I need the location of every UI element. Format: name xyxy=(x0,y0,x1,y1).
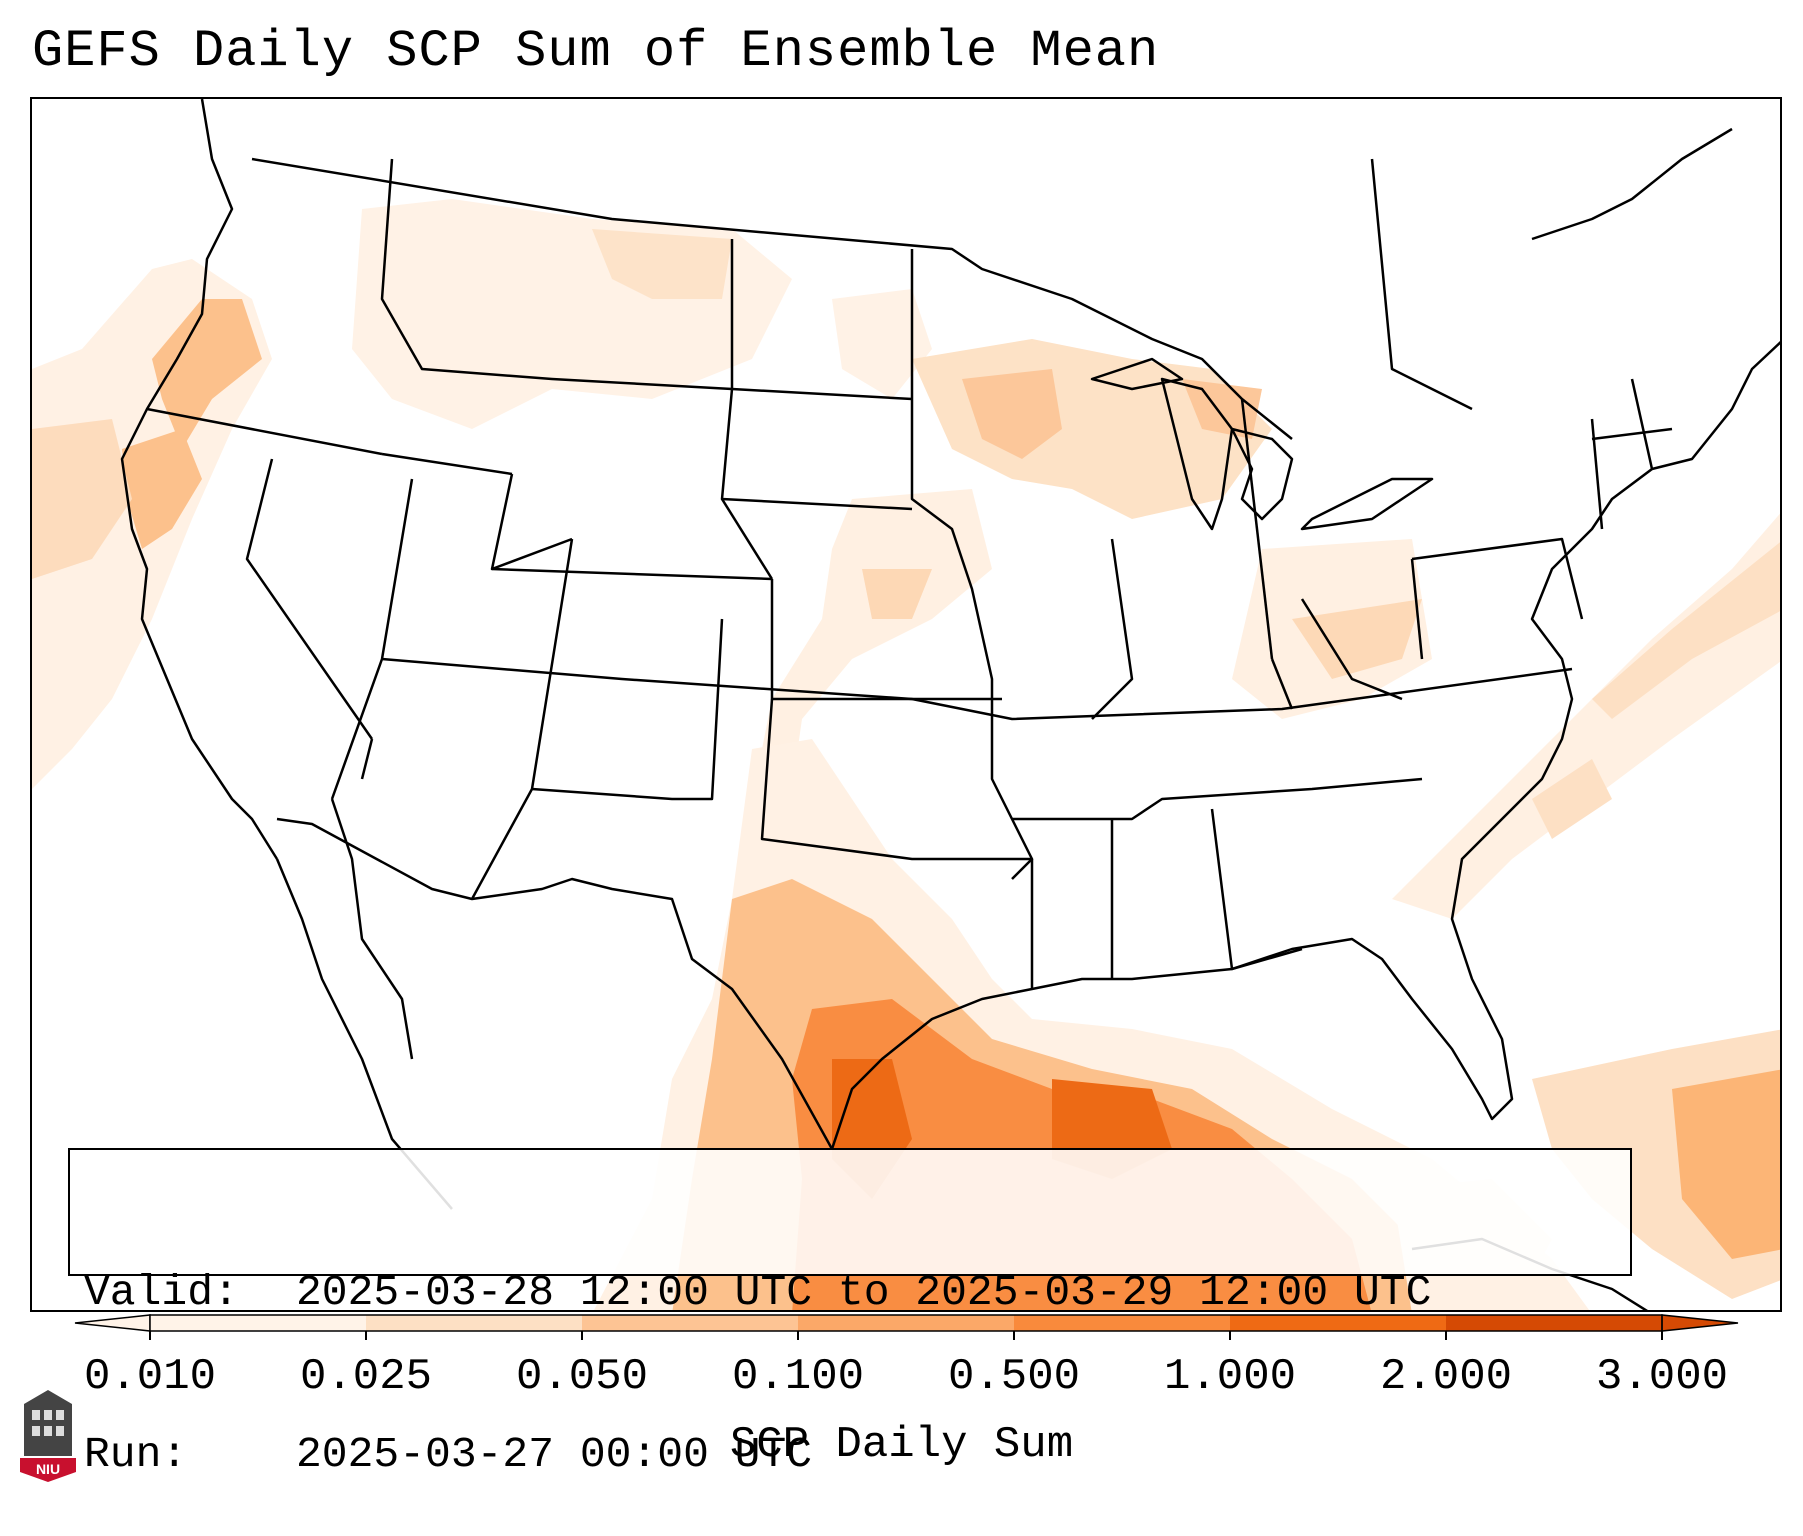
colorbar-tick-label: 2.000 xyxy=(1379,1352,1513,1402)
colorbar-tick-label: 0.025 xyxy=(299,1352,433,1402)
map-title: GEFS Daily SCP Sum of Ensemble Mean xyxy=(32,22,1160,81)
colorbar-label: SCP Daily Sum xyxy=(729,1420,1074,1470)
scp-shading xyxy=(32,199,1780,1310)
valid-value: 2025-03-28 12:00 UTC to 2025-03-29 12:00… xyxy=(296,1268,1432,1317)
state-borders xyxy=(120,99,1780,1310)
logo-text: NIU xyxy=(36,1461,60,1477)
colorbar-segment xyxy=(582,1315,799,1331)
niu-logo: NIU xyxy=(18,1386,78,1482)
valid-time-box: Valid: 2025-03-28 12:00 UTC to 2025-03-2… xyxy=(68,1148,1632,1479)
colorbar-tick-label: 0.100 xyxy=(731,1352,865,1402)
colorbar-tick-label: 0.010 xyxy=(83,1352,217,1402)
colorbar-outline xyxy=(149,1314,1663,1332)
colorbar-segment xyxy=(150,1315,367,1331)
colorbar-tick-label: 1.000 xyxy=(1163,1352,1297,1402)
colorbar-extend-max xyxy=(1661,1314,1739,1332)
logo-accent xyxy=(20,1458,76,1482)
colorbar xyxy=(74,1314,1739,1340)
map-panel xyxy=(30,97,1782,1312)
colorbar-tick-label: 0.500 xyxy=(947,1352,1081,1402)
scp-map xyxy=(32,99,1780,1310)
colorbar-segment xyxy=(1446,1315,1663,1331)
run-row: Run: 2025-03-27 00:00 UTC xyxy=(84,1428,1630,1482)
colorbar-segment xyxy=(366,1315,583,1331)
run-value: 2025-03-27 00:00 UTC xyxy=(296,1430,813,1479)
colorbar-tick-label: 0.050 xyxy=(515,1352,649,1402)
colorbar-extend-min xyxy=(74,1314,151,1332)
colorbar-segment xyxy=(1230,1315,1447,1331)
colorbar-segment xyxy=(798,1315,1015,1331)
valid-label: Valid: xyxy=(84,1268,239,1317)
run-label: Run: xyxy=(84,1430,188,1479)
valid-row: Valid: 2025-03-28 12:00 UTC to 2025-03-2… xyxy=(84,1266,1630,1320)
colorbar-segment xyxy=(1014,1315,1231,1331)
colorbar-tick-label: 3.000 xyxy=(1595,1352,1729,1402)
